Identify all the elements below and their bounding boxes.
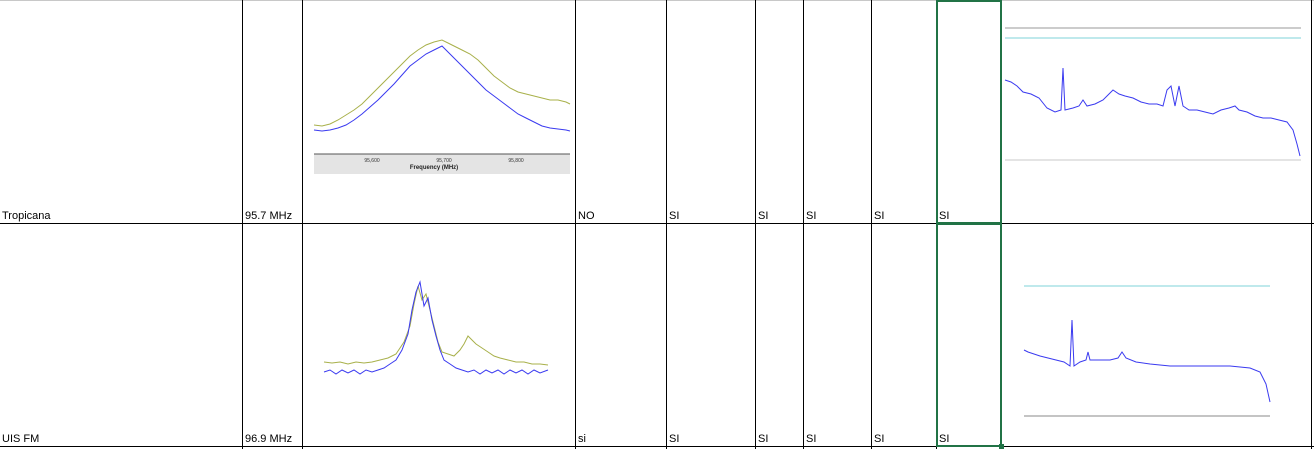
column-border (871, 0, 872, 449)
wideband-plot-tropicana (1003, 20, 1303, 166)
column-border (666, 0, 667, 449)
column-border (755, 0, 756, 449)
column-border (803, 0, 804, 449)
cell-selection-outline (936, 0, 1002, 224)
grid-top-border (0, 0, 1314, 1)
cell-col-d[interactable]: si (578, 433, 586, 445)
spectrum-axis-label: Frequency (MHz) (410, 165, 458, 171)
cell-col-h[interactable]: SI (874, 210, 885, 222)
cell-col-i[interactable]: SI (939, 210, 950, 222)
cell-frequency[interactable]: 96.9 MHz (245, 433, 293, 445)
cell-col-e[interactable]: SI (669, 433, 680, 445)
cell-col-h[interactable]: SI (874, 433, 885, 445)
column-border (242, 0, 243, 449)
cell-col-f[interactable]: SI (758, 210, 769, 222)
wideband-trace (1004, 67, 1301, 157)
spectrum-trace-blue (313, 45, 571, 132)
cell-col-i[interactable]: SI (939, 433, 950, 445)
spectrum-axis-band (314, 154, 570, 174)
cell-col-e[interactable]: SI (669, 210, 680, 222)
active-cell-outline[interactable] (936, 223, 1002, 447)
spectrum-tick-label: 95,800 (508, 158, 524, 164)
spectrum-trace-olive (313, 39, 571, 127)
cell-station[interactable]: Tropicana (2, 210, 51, 222)
fill-handle[interactable] (999, 444, 1004, 449)
cell-col-f[interactable]: SI (758, 433, 769, 445)
spectrum-plot-tropicana: 95,600 95,700 95,800 Frequency (MHz) (312, 30, 572, 176)
row-border (0, 223, 1314, 224)
column-border (1311, 0, 1312, 449)
spectrum-tick-label: 95,600 (364, 158, 380, 164)
spectrum-trace-blue (323, 280, 549, 375)
wideband-plot-uisfm (1020, 280, 1275, 420)
spectrum-trace-olive (323, 285, 549, 366)
row-border (0, 446, 1314, 447)
cell-col-g[interactable]: SI (806, 433, 817, 445)
cell-frequency[interactable]: 95.7 MHz (245, 210, 293, 222)
cell-station[interactable]: UIS FM (2, 433, 40, 445)
wideband-trace (1023, 319, 1271, 403)
column-border (575, 0, 576, 449)
spectrum-plot-uisfm (322, 270, 554, 386)
plot-background (312, 30, 572, 176)
cell-col-d[interactable]: NO (578, 210, 595, 222)
cell-col-g[interactable]: SI (806, 210, 817, 222)
column-border (302, 0, 303, 449)
spectrum-tick-label: 95,700 (436, 158, 452, 164)
